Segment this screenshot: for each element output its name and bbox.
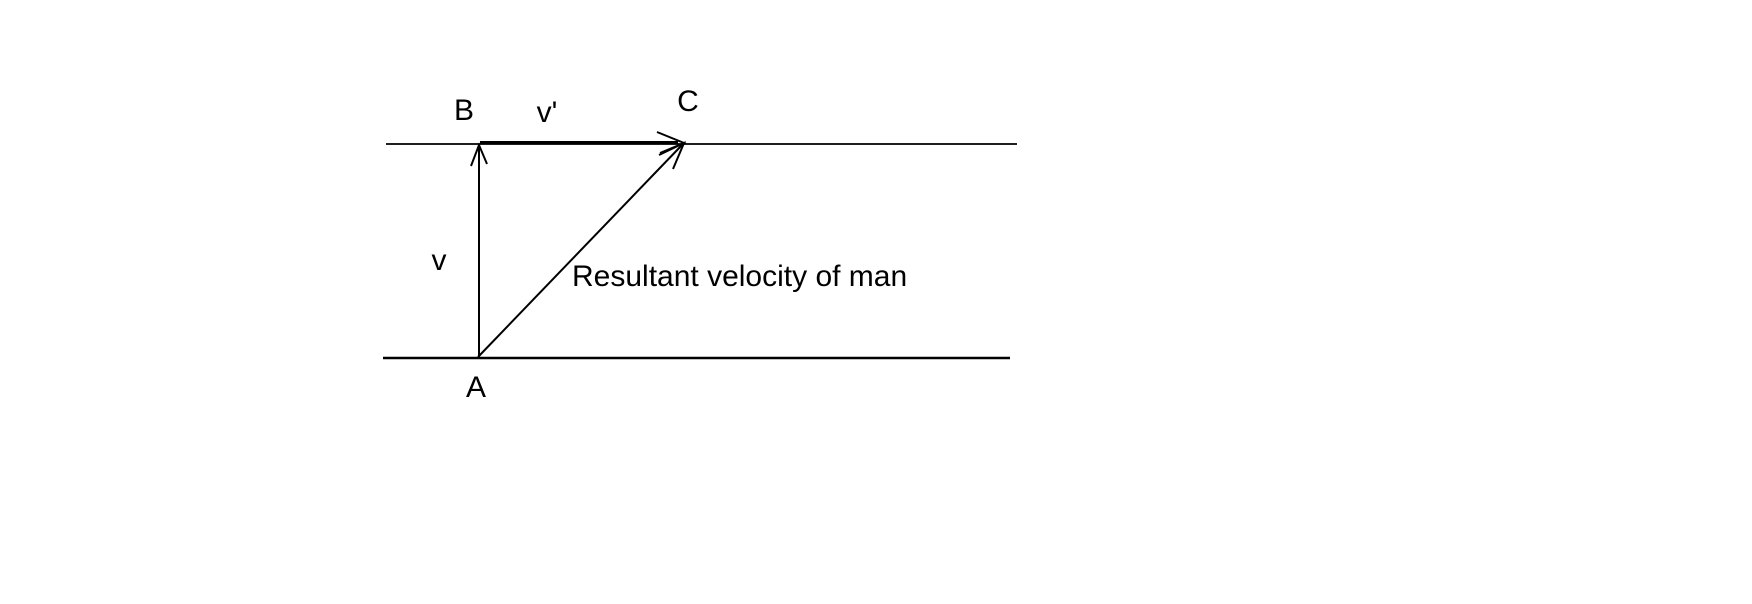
vector-v-label: v <box>431 244 447 277</box>
point-label-b: B <box>453 94 475 127</box>
point-label-a: A <box>465 371 487 404</box>
vector-v-arrowhead-icon <box>470 142 488 167</box>
resultant-arrowhead-icon <box>658 140 686 170</box>
point-label-c: C <box>677 85 699 118</box>
vector-v-prime-label: v' <box>536 96 558 129</box>
resultant-vector-line <box>477 144 683 358</box>
resultant-velocity-label: Resultant velocity of man <box>572 260 908 293</box>
